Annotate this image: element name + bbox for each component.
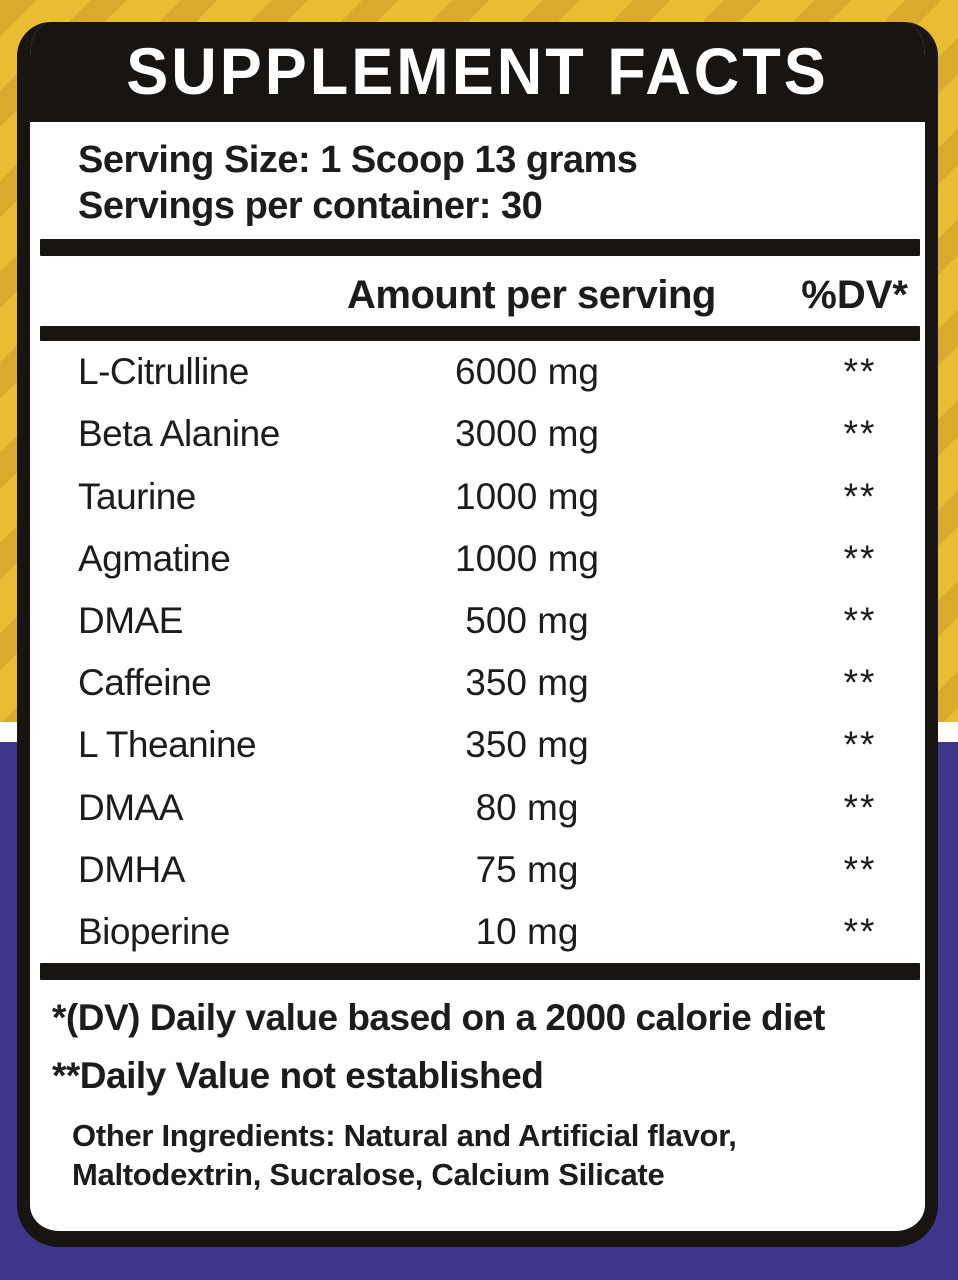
- divider-bar-middle: [40, 326, 920, 341]
- ingredient-dv: **: [843, 662, 877, 704]
- table-row: Agmatine 1000 mg **: [30, 528, 925, 590]
- ingredient-name: DMAA: [78, 786, 183, 828]
- ingredient-dv: **: [843, 475, 877, 517]
- ingredient-amount: 350 mg: [465, 662, 589, 704]
- ingredient-name: Taurine: [78, 475, 196, 517]
- servings-per-container: Servings per container: 30: [78, 185, 543, 227]
- ingredient-dv: **: [843, 537, 877, 579]
- dv-footnote: *(DV) Daily value based on a 2000 calori…: [52, 997, 825, 1038]
- serving-size: Serving Size: 1 Scoop 13 grams: [78, 139, 638, 181]
- ingredient-amount: 1000 mg: [455, 537, 599, 579]
- ingredient-name: Beta Alanine: [78, 413, 280, 455]
- table-row: L Theanine 350 mg **: [30, 714, 925, 776]
- other-ingredients-line1: Other Ingredients: Natural and Artificia…: [72, 1118, 737, 1153]
- ingredient-dv: **: [843, 599, 877, 641]
- ingredient-dv: **: [843, 724, 877, 766]
- ingredient-dv: **: [843, 910, 877, 952]
- ingredient-amount: 1000 mg: [455, 475, 599, 517]
- ingredient-dv: **: [843, 848, 877, 890]
- ingredient-amount: 6000 mg: [455, 351, 599, 393]
- dv-column-header: %DV*: [801, 273, 908, 317]
- ingredient-name: L Theanine: [78, 724, 257, 766]
- amount-column-header: Amount per serving: [347, 273, 716, 317]
- ingredient-amount: 80 mg: [475, 786, 579, 828]
- ingredient-table: L-Citrulline 6000 mg ** Beta Alanine 300…: [30, 341, 925, 963]
- table-row: Taurine 1000 mg **: [30, 465, 925, 527]
- divider-bar-top: [40, 239, 920, 256]
- ingredient-name: DMAE: [78, 599, 183, 641]
- ingredient-dv: **: [843, 786, 877, 828]
- ingredient-name: Agmatine: [78, 537, 231, 579]
- supplement-facts-panel: SUPPLEMENT FACTS Serving Size: 1 Scoop 1…: [17, 22, 938, 1247]
- ingredient-amount: 3000 mg: [455, 413, 599, 455]
- ingredient-name: Caffeine: [78, 662, 212, 704]
- table-row: Caffeine 350 mg **: [30, 652, 925, 714]
- ingredient-name: DMHA: [78, 848, 185, 890]
- panel-title: SUPPLEMENT FACTS: [126, 35, 829, 108]
- ingredient-amount: 350 mg: [465, 724, 589, 766]
- ingredient-name: Bioperine: [78, 910, 230, 952]
- table-row: Bioperine 10 mg **: [30, 901, 925, 963]
- footnotes: *(DV) Daily value based on a 2000 calori…: [30, 996, 925, 1194]
- ingredient-amount: 75 mg: [475, 848, 579, 890]
- table-row: DMAE 500 mg **: [30, 590, 925, 652]
- ingredient-dv: **: [843, 351, 877, 393]
- ingredient-amount: 10 mg: [475, 910, 579, 952]
- ingredient-dv: **: [843, 413, 877, 455]
- table-row: Beta Alanine 3000 mg **: [30, 403, 925, 465]
- ingredient-name: L-Citrulline: [78, 351, 249, 393]
- serving-info: Serving Size: 1 Scoop 13 grams Servings …: [78, 137, 925, 229]
- table-row: DMAA 80 mg **: [30, 776, 925, 838]
- column-header-row: Amount per serving %DV*: [30, 256, 925, 326]
- other-ingredients: Other Ingredients: Natural and Artificia…: [72, 1116, 925, 1194]
- table-row: L-Citrulline 6000 mg **: [30, 341, 925, 403]
- ingredient-amount: 500 mg: [465, 599, 589, 641]
- divider-bar-bottom: [40, 963, 920, 980]
- panel-header: SUPPLEMENT FACTS: [30, 22, 925, 122]
- other-ingredients-line2: Maltodextrin, Sucralose, Calcium Silicat…: [72, 1157, 665, 1192]
- not-established-footnote: **Daily Value not established: [52, 1055, 544, 1096]
- table-row: DMHA 75 mg **: [30, 839, 925, 901]
